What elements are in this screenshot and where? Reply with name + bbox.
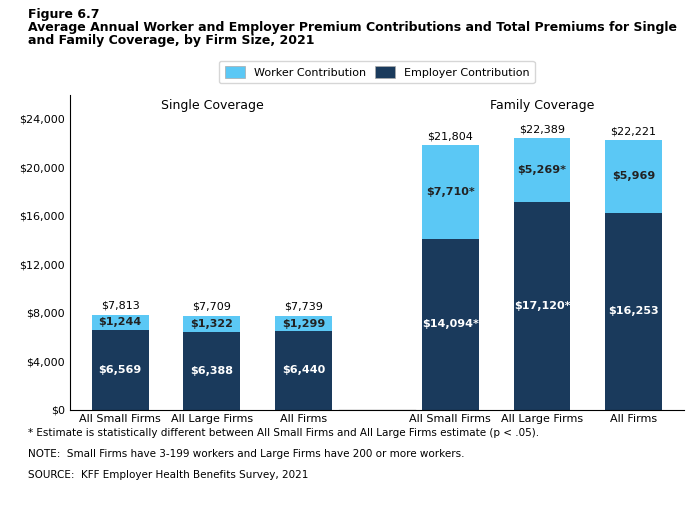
Bar: [422, 145, 479, 239]
Text: Single Coverage: Single Coverage: [161, 99, 263, 112]
Text: and Family Coverage, by Firm Size, 2021: and Family Coverage, by Firm Size, 2021: [28, 34, 314, 47]
Text: Figure 6.7: Figure 6.7: [28, 8, 99, 21]
Text: $6,388: $6,388: [191, 366, 233, 376]
Text: $17,120*: $17,120*: [514, 301, 570, 311]
Text: $21,804: $21,804: [427, 131, 473, 141]
Bar: [92, 330, 149, 410]
Text: Family Coverage: Family Coverage: [490, 99, 594, 112]
Text: Average Annual Worker and Employer Premium Contributions and Total Premiums for : Average Annual Worker and Employer Premi…: [28, 21, 677, 34]
Text: $16,253: $16,253: [608, 306, 659, 316]
Text: $22,389: $22,389: [519, 124, 565, 134]
Text: $7,739: $7,739: [284, 301, 323, 311]
Legend: Worker Contribution, Employer Contribution: Worker Contribution, Employer Contributi…: [219, 61, 535, 83]
Bar: [275, 331, 332, 410]
Text: $22,221: $22,221: [611, 126, 657, 136]
Text: $5,269*: $5,269*: [517, 165, 567, 175]
Text: $6,569: $6,569: [98, 365, 142, 375]
Text: $6,440: $6,440: [282, 365, 325, 375]
Bar: [605, 140, 662, 213]
Bar: [184, 332, 240, 410]
Bar: [514, 138, 570, 202]
Text: $7,709: $7,709: [193, 302, 231, 312]
Bar: [514, 202, 570, 410]
Bar: [275, 316, 332, 331]
Bar: [605, 213, 662, 410]
Text: $1,322: $1,322: [191, 319, 233, 329]
Text: NOTE:  Small Firms have 3-199 workers and Large Firms have 200 or more workers.: NOTE: Small Firms have 3-199 workers and…: [28, 449, 464, 459]
Text: $1,244: $1,244: [98, 318, 142, 328]
Text: $5,969: $5,969: [612, 172, 655, 182]
Text: $14,094*: $14,094*: [422, 319, 479, 329]
Bar: [184, 316, 240, 332]
Text: $7,710*: $7,710*: [426, 187, 475, 197]
Text: $1,299: $1,299: [282, 319, 325, 329]
Text: SOURCE:  KFF Employer Health Benefits Survey, 2021: SOURCE: KFF Employer Health Benefits Sur…: [28, 470, 309, 480]
Text: $7,813: $7,813: [101, 301, 140, 311]
Bar: [92, 315, 149, 330]
Bar: [422, 239, 479, 410]
Text: * Estimate is statistically different between All Small Firms and All Large Firm: * Estimate is statistically different be…: [28, 428, 539, 438]
